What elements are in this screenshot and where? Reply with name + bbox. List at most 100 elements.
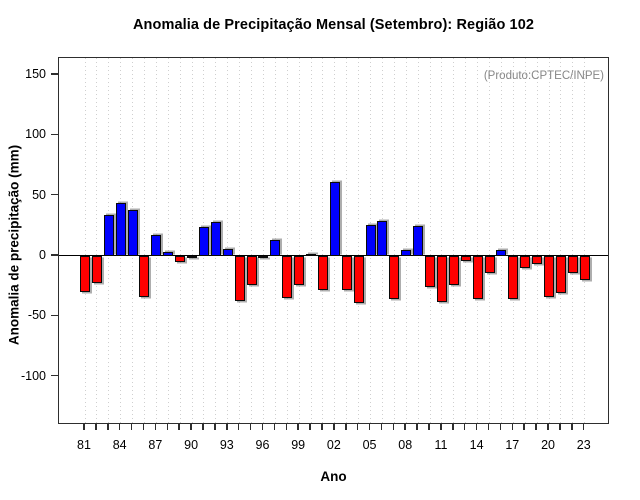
year-gridline bbox=[84, 58, 86, 423]
bar-83 bbox=[103, 214, 114, 256]
x-tick bbox=[535, 424, 537, 430]
year-gridline bbox=[322, 58, 324, 423]
x-tick bbox=[547, 424, 549, 430]
x-tick bbox=[416, 424, 418, 430]
year-gridline bbox=[500, 58, 502, 423]
year-gridline bbox=[262, 58, 264, 423]
year-gridline bbox=[96, 58, 98, 423]
bar-84 bbox=[115, 202, 126, 256]
y-tick-label: -50 bbox=[27, 308, 46, 323]
x-axis-title: Ano bbox=[320, 469, 347, 484]
x-tick bbox=[130, 424, 133, 430]
x-tick-label: 87 bbox=[148, 438, 163, 452]
x-tick-label: 90 bbox=[184, 438, 199, 452]
year-gridline bbox=[227, 58, 229, 423]
bar-09 bbox=[413, 225, 424, 256]
bar-01 bbox=[317, 255, 328, 290]
bar-12 bbox=[448, 255, 459, 285]
bar-87 bbox=[151, 235, 162, 256]
x-tick bbox=[392, 424, 395, 430]
x-tick-label: 96 bbox=[255, 438, 270, 452]
x-tick-label: 23 bbox=[576, 438, 591, 452]
bar-82 bbox=[91, 255, 102, 283]
x-tick bbox=[487, 424, 490, 430]
year-gridline bbox=[489, 58, 491, 423]
x-tick bbox=[571, 424, 573, 430]
bar-00 bbox=[306, 253, 317, 256]
x-tick bbox=[154, 424, 157, 430]
y-tick-label: 50 bbox=[32, 187, 46, 202]
bar-99 bbox=[294, 255, 305, 285]
year-gridline bbox=[393, 58, 395, 423]
y-tick bbox=[51, 193, 58, 196]
bar-04 bbox=[353, 255, 364, 304]
y-tick bbox=[51, 133, 58, 135]
year-gridline bbox=[536, 58, 538, 423]
x-tick bbox=[309, 424, 311, 430]
bar-18 bbox=[520, 255, 531, 269]
bar-16 bbox=[496, 249, 507, 256]
x-tick-label: 02 bbox=[326, 438, 341, 452]
bar-21 bbox=[555, 255, 566, 294]
x-tick bbox=[321, 424, 323, 430]
y-tick bbox=[51, 314, 58, 317]
chart-title: Anomalia de Precipitação Mensal (Setembr… bbox=[132, 17, 535, 33]
bar-88 bbox=[163, 252, 174, 256]
y-tick bbox=[51, 73, 58, 75]
bar-22 bbox=[567, 255, 578, 273]
x-tick bbox=[428, 424, 430, 430]
bar-89 bbox=[175, 255, 186, 263]
year-gridline bbox=[441, 58, 443, 423]
x-tick-label: 20 bbox=[541, 438, 555, 452]
x-tick bbox=[142, 424, 145, 430]
x-tick bbox=[356, 424, 359, 430]
year-gridline bbox=[465, 58, 467, 423]
x-tick bbox=[333, 424, 335, 430]
year-gridline bbox=[310, 58, 312, 423]
year-gridline bbox=[143, 58, 145, 423]
x-tick bbox=[237, 424, 240, 430]
x-tick bbox=[404, 424, 406, 430]
bar-02 bbox=[329, 182, 340, 256]
year-gridline bbox=[512, 58, 514, 423]
x-tick bbox=[380, 424, 383, 430]
bar-20 bbox=[544, 255, 555, 298]
year-gridline bbox=[477, 58, 479, 423]
year-gridline bbox=[167, 58, 169, 423]
y-tick-label: 150 bbox=[25, 66, 46, 81]
year-gridline bbox=[524, 58, 526, 423]
year-gridline bbox=[572, 58, 574, 423]
bar-11 bbox=[436, 255, 447, 302]
plot-area: (Produto:CPTEC/INPE) bbox=[58, 57, 609, 424]
bar-23 bbox=[579, 255, 590, 281]
bar-96 bbox=[258, 255, 269, 258]
bar-05 bbox=[365, 224, 376, 256]
x-tick bbox=[273, 424, 276, 430]
year-gridline bbox=[286, 58, 288, 423]
bar-07 bbox=[389, 255, 400, 300]
bar-90 bbox=[187, 255, 198, 259]
x-tick bbox=[511, 424, 514, 430]
x-tick-label: 17 bbox=[505, 438, 520, 452]
x-tick bbox=[499, 424, 502, 430]
x-tick bbox=[582, 424, 585, 430]
bar-91 bbox=[198, 227, 209, 256]
x-tick-label: 11 bbox=[434, 438, 448, 452]
y-tick-label: -100 bbox=[20, 368, 46, 383]
x-tick bbox=[226, 424, 228, 430]
year-gridline bbox=[346, 58, 348, 423]
bar-97 bbox=[270, 240, 281, 256]
x-tick-label: 99 bbox=[291, 438, 306, 452]
bar-81 bbox=[80, 255, 90, 293]
year-gridline bbox=[251, 58, 253, 423]
x-tick bbox=[249, 424, 252, 430]
x-tick-label: 93 bbox=[219, 438, 234, 452]
bar-92 bbox=[210, 222, 221, 256]
bar-10 bbox=[425, 255, 436, 288]
x-tick bbox=[83, 424, 85, 430]
bar-93 bbox=[222, 248, 233, 256]
source-annotation: (Produto:CPTEC/INPE) bbox=[483, 70, 604, 82]
x-tick-label: 08 bbox=[398, 438, 413, 452]
x-tick bbox=[214, 424, 216, 430]
year-gridline bbox=[548, 58, 550, 423]
